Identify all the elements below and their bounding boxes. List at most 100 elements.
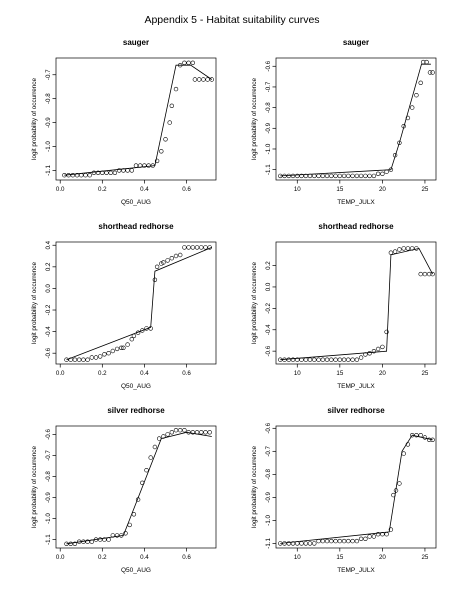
- data-point: [358, 355, 364, 360]
- data-point: [125, 342, 130, 347]
- y-tick-label: -0.2: [45, 304, 52, 315]
- data-point: [405, 442, 411, 447]
- data-point: [397, 247, 402, 252]
- data-point: [163, 137, 168, 142]
- x-axis-label: TEMP_JULX: [337, 383, 375, 390]
- data-point: [384, 169, 389, 174]
- x-tick-label: 25: [421, 554, 428, 561]
- y-tick-label: -0.6: [45, 347, 52, 358]
- data-point: [303, 541, 308, 546]
- data-point: [312, 541, 317, 546]
- x-tick-label: 0.0: [56, 186, 65, 193]
- plot-frame: [55, 57, 217, 181]
- data-point: [194, 245, 200, 250]
- data-point: [354, 538, 360, 544]
- data-point: [282, 357, 287, 362]
- data-point: [129, 337, 135, 342]
- data-point: [354, 357, 360, 362]
- y-tick-label: -1.0: [265, 143, 272, 154]
- data-point: [282, 173, 287, 179]
- data-point: [93, 537, 99, 542]
- data-point: [182, 245, 187, 250]
- y-tick-label: -0.9: [45, 492, 52, 503]
- x-tick-label: 0.2: [98, 186, 107, 193]
- y-tick-label: -0.7: [265, 81, 272, 92]
- data-point: [79, 173, 84, 178]
- data-point: [410, 105, 415, 110]
- y-tick-label: -0.2: [265, 302, 272, 313]
- chart-title: silver redhorse: [327, 406, 385, 415]
- data-point: [68, 357, 73, 362]
- data-point: [278, 173, 283, 179]
- data-point: [346, 538, 351, 544]
- data-point: [186, 430, 191, 435]
- data-point: [165, 258, 170, 263]
- data-point: [371, 534, 377, 539]
- data-point: [421, 59, 426, 65]
- data-point: [81, 357, 86, 362]
- data-point: [112, 170, 118, 176]
- data-point: [138, 163, 143, 168]
- data-point: [320, 173, 325, 179]
- data-point: [173, 253, 179, 259]
- data-point: [333, 173, 338, 179]
- data-point: [367, 351, 372, 356]
- data-point: [380, 531, 385, 537]
- data-point: [70, 173, 76, 178]
- data-point: [418, 433, 423, 438]
- data-point: [346, 357, 351, 362]
- plot-frame: [275, 425, 437, 549]
- y-tick-label: 0.2: [265, 261, 272, 270]
- x-tick-label: 0.4: [140, 370, 149, 377]
- data-point: [299, 541, 304, 546]
- y-tick-label: -0.4: [265, 324, 272, 335]
- y-tick-label: -0.8: [265, 468, 272, 479]
- data-point: [199, 245, 204, 250]
- y-tick-label: -0.9: [265, 491, 272, 502]
- data-point: [350, 357, 355, 362]
- data-point: [401, 246, 406, 251]
- plot-frame: [275, 241, 437, 365]
- y-tick-label: -0.6: [265, 60, 272, 71]
- data-point: [341, 357, 347, 362]
- data-point: [324, 538, 330, 544]
- chart-panel-6: silver redhorse 10 15 20 25 -1.1 -1.0 -0.9 -0.8 -…: [251, 406, 437, 574]
- data-point: [119, 345, 124, 350]
- x-tick-label: 10: [294, 554, 301, 561]
- data-point: [121, 345, 126, 350]
- data-point: [290, 541, 296, 546]
- data-point: [81, 539, 86, 544]
- data-point: [333, 357, 338, 362]
- chart-title: sauger: [123, 38, 149, 47]
- data-point: [190, 245, 196, 250]
- data-point: [371, 349, 377, 354]
- data-point: [95, 170, 101, 176]
- data-point: [148, 455, 153, 460]
- page-title: Appendix 5 - Habitat suitability curves: [144, 14, 320, 26]
- data-point: [410, 246, 415, 251]
- data-point: [363, 536, 368, 541]
- y-tick-label: -0.6: [265, 345, 272, 356]
- data-point: [169, 256, 175, 261]
- y-tick-label: -0.8: [265, 102, 272, 113]
- data-point: [286, 173, 291, 179]
- data-point: [182, 60, 187, 65]
- data-point: [173, 86, 179, 92]
- data-point: [316, 538, 321, 544]
- data-point: [295, 541, 300, 546]
- data-point: [295, 357, 300, 362]
- data-point: [354, 173, 360, 179]
- y-tick-label: -0.7: [265, 445, 272, 456]
- data-point: [303, 357, 308, 362]
- data-point: [119, 533, 124, 538]
- y-tick-label: -1.1: [265, 164, 272, 175]
- data-point: [363, 173, 368, 179]
- chart-panel-5: silver redhorse 0.0 0.2 0.4 0.6 -1.1 -1.0 -0.9 -…: [31, 406, 217, 574]
- data-point: [427, 271, 432, 277]
- data-point: [142, 163, 147, 168]
- y-tick-label: 0.0: [45, 284, 52, 293]
- data-point: [85, 357, 90, 362]
- x-axis-label: TEMP_JULX: [337, 199, 375, 206]
- data-point: [97, 537, 103, 542]
- data-point: [414, 433, 419, 438]
